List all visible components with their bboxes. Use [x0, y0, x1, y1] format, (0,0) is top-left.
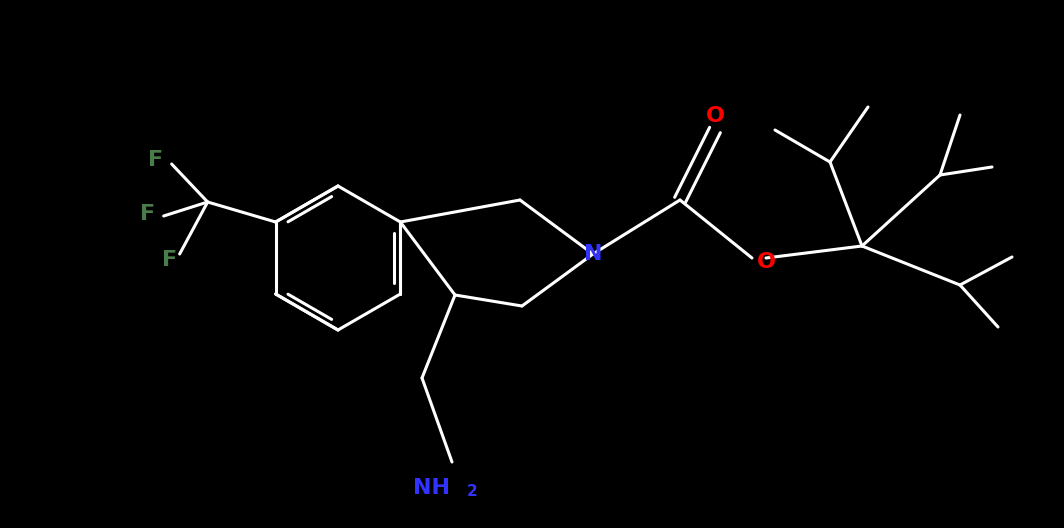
Text: F: F: [140, 204, 155, 224]
Text: NH: NH: [413, 478, 450, 498]
Text: F: F: [148, 150, 163, 170]
Text: O: O: [757, 252, 776, 272]
Text: N: N: [584, 244, 602, 264]
Text: O: O: [705, 106, 725, 126]
Text: 2: 2: [467, 484, 478, 499]
Text: F: F: [162, 250, 178, 270]
